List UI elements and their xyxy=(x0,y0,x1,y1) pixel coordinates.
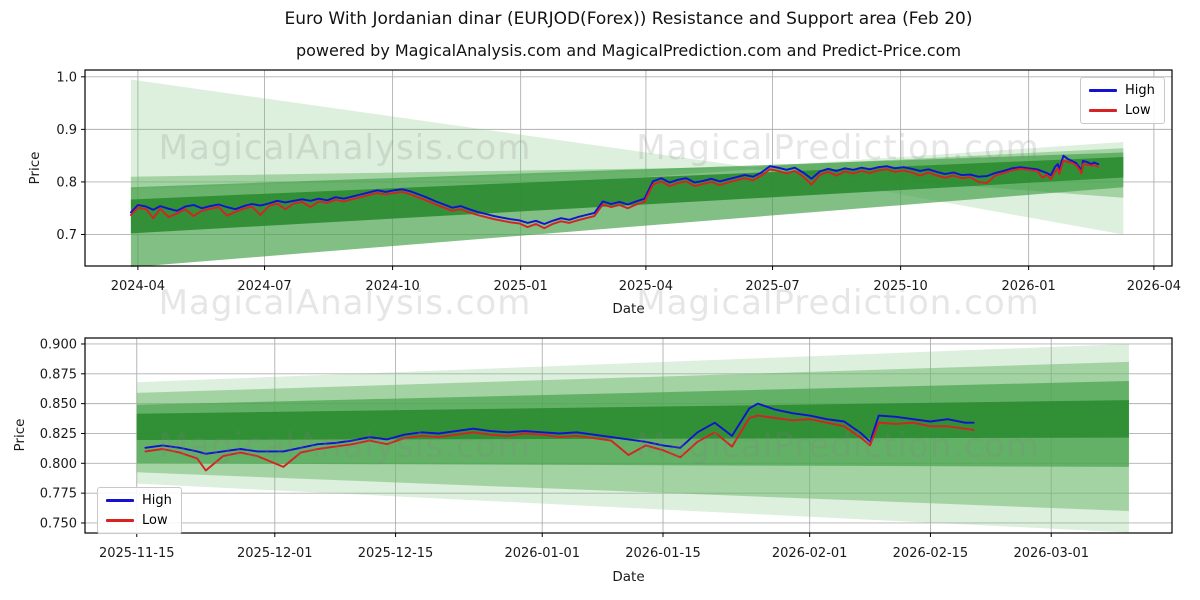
high-line-swatch xyxy=(1089,89,1117,92)
legend-entry-low: Low xyxy=(1089,103,1155,118)
x-tick-label: 2025-10 xyxy=(873,279,927,294)
high-line xyxy=(129,154,1100,225)
chart-overview: 2024-04 2024-07 2024-10 2025-01 2025-04 2025-… xyxy=(27,69,1181,317)
legend-entry-high: High xyxy=(106,493,172,508)
chart-recent-detail: 2025-11-15 2025-12-01 2025-12-15 2026-01-01… xyxy=(12,337,1173,585)
legend-label-high: High xyxy=(1125,83,1155,98)
support-resistance-bands xyxy=(130,79,1124,268)
x-tick-label: 2025-07 xyxy=(745,279,799,294)
high-line xyxy=(144,402,975,455)
x-tick-label: 2026-01 xyxy=(1001,279,1055,294)
x-tick-label: 2026-03-01 xyxy=(1013,546,1089,561)
legend-entry-high: High xyxy=(1089,83,1155,98)
figure-subtitle: powered by MagicalAnalysis.com and Magic… xyxy=(295,41,962,60)
plot-border xyxy=(84,69,1173,267)
band xyxy=(136,400,1129,440)
x-tick-label: 2024-07 xyxy=(237,279,291,294)
y-tick-label: 0.8 xyxy=(56,175,77,190)
legend-label-low: Low xyxy=(1125,103,1151,118)
x-tick-label: 2025-11-15 xyxy=(99,546,175,561)
x-axis-label: Date xyxy=(612,301,644,317)
x-axis-label: Date xyxy=(612,569,644,585)
legend-label-low: Low xyxy=(142,513,168,528)
legend-label-high: High xyxy=(142,493,172,508)
y-axis-label: Price xyxy=(27,152,43,185)
x-tick-label: 2025-12-01 xyxy=(237,546,313,561)
y-tick-label: 0.775 xyxy=(40,487,77,502)
legend-bottom-chart: High Low xyxy=(97,487,182,534)
y-tick-label: 0.7 xyxy=(56,228,77,243)
x-tick-label: 2026-01-15 xyxy=(625,546,701,561)
y-tick-label: 0.750 xyxy=(40,516,77,531)
x-tick-label: 2026-04 xyxy=(1127,279,1181,294)
y-axis-label: Price xyxy=(12,419,28,452)
axis-ticks: 2024-04 2024-07 2024-10 2025-01 2025-04 2025-… xyxy=(56,70,1181,294)
y-tick-label: 0.800 xyxy=(40,457,77,472)
low-line xyxy=(129,159,1100,230)
x-tick-label: 2025-12-15 xyxy=(358,546,434,561)
plot-border xyxy=(84,337,1173,534)
y-tick-label: 0.9 xyxy=(56,123,77,138)
x-tick-label: 2026-02-01 xyxy=(772,546,848,561)
x-tick-label: 2025-01 xyxy=(493,279,547,294)
low-line-swatch xyxy=(1089,109,1117,112)
axis-ticks: 2025-11-15 2025-12-01 2025-12-15 2026-01-01… xyxy=(40,337,1089,561)
y-tick-label: 0.825 xyxy=(40,427,77,442)
high-line-swatch xyxy=(106,499,134,502)
band xyxy=(130,157,1124,234)
figure-title: Euro With Jordanian dinar (EURJOD(Forex)… xyxy=(284,9,973,29)
low-line xyxy=(144,414,975,472)
band xyxy=(130,79,751,190)
y-tick-label: 0.850 xyxy=(40,397,77,412)
y-tick-label: 0.875 xyxy=(40,367,77,382)
x-tick-label: 2024-04 xyxy=(111,279,165,294)
legend-top-chart: High Low xyxy=(1080,77,1165,124)
low-line-swatch xyxy=(106,519,134,522)
x-tick-label: 2026-01-01 xyxy=(504,546,580,561)
y-tick-label: 1.0 xyxy=(56,70,77,85)
y-tick-label: 0.900 xyxy=(40,337,77,352)
support-resistance-bands xyxy=(136,344,1129,533)
x-tick-label: 2026-02-15 xyxy=(893,546,969,561)
x-tick-label: 2024-10 xyxy=(365,279,419,294)
legend-entry-low: Low xyxy=(106,513,172,528)
x-tick-label: 2025-04 xyxy=(619,279,673,294)
